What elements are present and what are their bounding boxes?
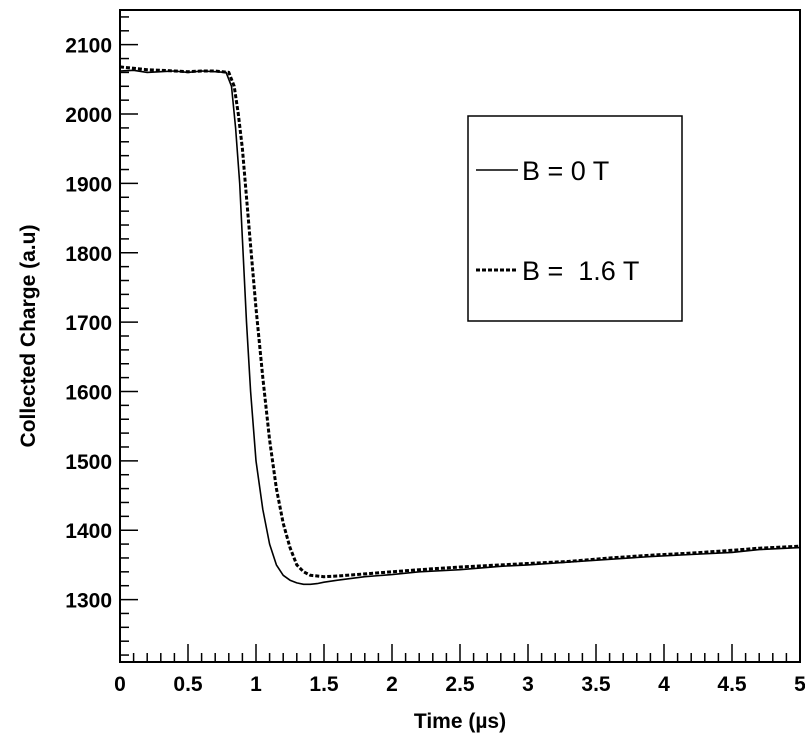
x-tick-label: 1: [250, 673, 262, 696]
legend: B = 0 T B = 1.6 T: [468, 116, 682, 321]
y-tick-label: 1800: [65, 243, 112, 266]
x-tick-label: 3: [522, 673, 534, 696]
x-axis-title: Time (µs): [414, 710, 506, 733]
x-tick-label: 2: [386, 673, 398, 696]
x-tick-label: 4: [658, 673, 670, 696]
x-tick-label: 3.5: [581, 673, 611, 696]
x-tick-label: 5: [794, 673, 805, 696]
x-tick-label: 1.5: [309, 673, 339, 696]
y-tick-label: 1700: [65, 312, 112, 335]
y-axis-title: Collected Charge (a.u): [17, 225, 40, 448]
legend-label-b0: B = 0 T: [522, 156, 609, 186]
x-tick-label: 0.5: [173, 673, 203, 696]
y-tick-label: 1600: [65, 381, 112, 404]
y-tick-label: 2000: [65, 104, 112, 127]
x-tick-label: 4.5: [717, 673, 747, 696]
legend-label-b16: B = 1.6 T: [522, 256, 639, 286]
y-tick-label: 2100: [65, 35, 112, 58]
x-tick-label: 0: [114, 673, 126, 696]
x-tick-label: 2.5: [445, 673, 475, 696]
legend-box: [468, 116, 682, 321]
y-tick-label: 1400: [65, 520, 112, 543]
y-tick-label: 1500: [65, 451, 112, 474]
y-tick-label: 1300: [65, 590, 112, 613]
y-tick-label: 1900: [65, 173, 112, 196]
